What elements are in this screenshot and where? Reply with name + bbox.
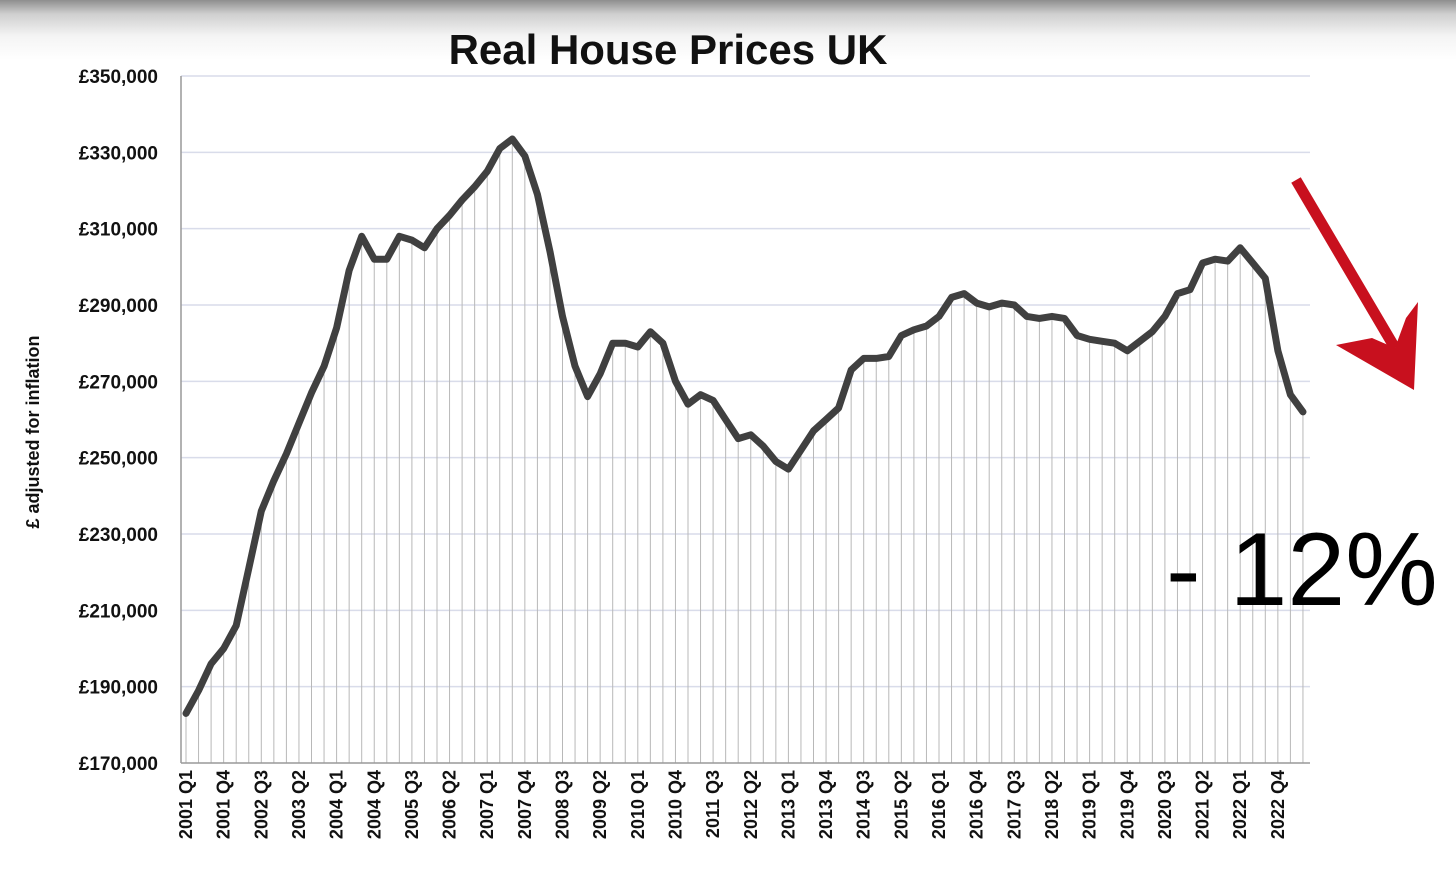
x-tick-labels: 2001 Q1 2001 Q4 2002 Q3 2003 Q2 2004 Q1 2004 … (176, 770, 1288, 839)
x-tick-label: 2006 Q2 (440, 770, 460, 839)
y-tick-label: £290,000 (79, 296, 158, 317)
x-tick-label: 2020 Q3 (1155, 770, 1175, 839)
x-tick-label: 2004 Q4 (364, 770, 384, 839)
x-tick-label: 2016 Q1 (929, 770, 949, 839)
y-tick-labels: £170,000 £190,000 £210,000 £230,000 £250,000… (79, 67, 158, 775)
annotation-percent-change: - 12% (1166, 512, 1438, 628)
y-tick-label: £250,000 (79, 449, 158, 470)
x-tick-label: 2012 Q2 (741, 770, 761, 839)
gridlines (181, 75, 1310, 688)
x-tick-label: 2016 Q4 (967, 770, 987, 839)
series-line (182, 135, 1307, 717)
y-tick-label: £270,000 (79, 372, 158, 393)
x-tick-label: 2014 Q3 (854, 770, 874, 839)
x-tick-label: 2009 Q2 (590, 770, 610, 839)
y-axis-label: £ adjusted for inflation (23, 335, 43, 528)
x-tick-label: 2008 Q3 (553, 770, 573, 839)
x-tick-label: 2007 Q1 (477, 770, 497, 839)
x-tick-label: 2019 Q4 (1117, 770, 1137, 839)
x-tick-label: 2010 Q4 (665, 770, 685, 839)
red-down-arrow-icon (1291, 177, 1418, 390)
annotations: - 12% (1166, 177, 1438, 628)
x-tick-label: 2017 Q3 (1004, 770, 1024, 839)
y-tick-label: £230,000 (79, 525, 158, 546)
drop-lines (185, 138, 1304, 763)
x-tick-label: 2002 Q3 (251, 770, 271, 839)
y-tick-label: £190,000 (79, 678, 158, 699)
series-line-group (182, 135, 1307, 717)
x-tick-label: 2013 Q1 (778, 770, 798, 839)
x-tick-label: 2021 Q2 (1193, 770, 1213, 839)
x-tick-label: 2001 Q4 (214, 770, 234, 839)
x-tick-label: 2015 Q2 (891, 770, 911, 839)
x-tick-label: 2022 Q4 (1268, 770, 1288, 839)
x-tick-label: 2005 Q3 (402, 770, 422, 839)
x-tick-label: 2019 Q1 (1080, 770, 1100, 839)
x-tick-label: 2007 Q4 (515, 770, 535, 839)
x-tick-label: 2010 Q1 (628, 770, 648, 839)
axes (180, 76, 1310, 764)
y-tick-label: £310,000 (79, 220, 158, 241)
x-tick-label: 2001 Q1 (176, 770, 196, 839)
y-tick-label: £330,000 (79, 143, 158, 164)
x-tick-label: 2018 Q2 (1042, 770, 1062, 839)
x-tick-label: 2004 Q1 (327, 770, 347, 839)
y-tick-label: £350,000 (79, 67, 158, 88)
x-tick-label: 2013 Q4 (816, 770, 836, 839)
x-tick-label: 2022 Q1 (1230, 770, 1250, 839)
y-tick-label: £210,000 (79, 601, 158, 622)
chart-title: Real House Prices UK (449, 26, 888, 73)
x-tick-label: 2003 Q2 (289, 770, 309, 839)
y-tick-label: £170,000 (79, 754, 158, 775)
x-tick-label: 2011 Q3 (703, 770, 723, 838)
